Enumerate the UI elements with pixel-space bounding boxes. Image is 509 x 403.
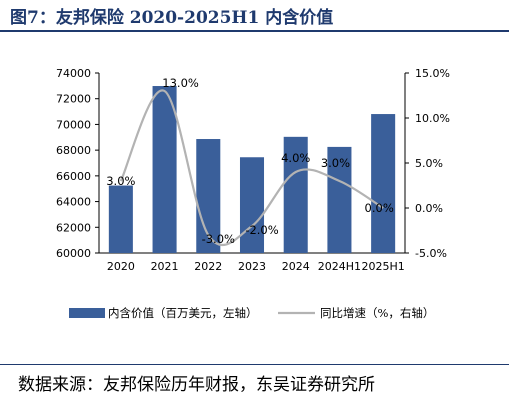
- source-note: 数据来源：友邦保险历年财报，东吴证券研究所: [18, 375, 375, 395]
- growth-data-label: -3.0%: [202, 232, 235, 246]
- legend-line-label: 同比增速（%，右轴）: [320, 306, 434, 320]
- left-tick-label: 60000: [56, 247, 91, 260]
- x-tick-label: 2023: [238, 260, 266, 273]
- bar-2023: [239, 157, 265, 253]
- left-tick-label: 70000: [56, 118, 91, 131]
- bar-2024: [283, 136, 308, 253]
- right-tick-label: 0.0%: [415, 202, 443, 215]
- right-tick-label: -5.0%: [415, 247, 447, 260]
- x-tick-label: 2024H1: [318, 260, 361, 273]
- legend-bar-label: 内含价值（百万美元，左轴）: [108, 306, 258, 320]
- right-tick-label: 15.0%: [415, 67, 450, 80]
- growth-data-label: 4.0%: [281, 151, 310, 165]
- chart: 60000 62000 64000 66000 68000 70000 72000 74000…: [56, 67, 450, 320]
- bar-2024h1: [327, 146, 352, 253]
- left-tick-label: 74000: [56, 67, 91, 80]
- left-tick-label: 66000: [56, 170, 91, 183]
- growth-data-label: 3.0%: [106, 174, 135, 188]
- title-divider: [0, 30, 509, 32]
- legend-bar-swatch: [69, 308, 105, 318]
- x-tick-label: 2025H1: [362, 260, 405, 273]
- left-tick-label: 72000: [56, 93, 91, 106]
- x-tick-label: 2022: [194, 260, 222, 273]
- right-tick-label: 10.0%: [415, 112, 450, 125]
- growth-data-label: 0.0%: [365, 201, 394, 215]
- growth-data-label: 13.0%: [162, 76, 199, 90]
- right-tick-label: 5.0%: [415, 157, 443, 170]
- source-divider: [0, 364, 509, 365]
- x-tick-label: 2021: [151, 260, 179, 273]
- left-tick-label: 64000: [56, 196, 91, 209]
- left-tick-label: 68000: [56, 144, 91, 157]
- bar-2021: [152, 86, 177, 253]
- growth-data-label: 3.0%: [321, 156, 350, 170]
- x-tick-label: 2020: [107, 260, 135, 273]
- figure-title: 图7：友邦保险 2020-2025H1 内含价值: [10, 8, 334, 28]
- left-tick-label: 62000: [56, 221, 91, 234]
- x-tick-label: 2024: [282, 260, 310, 273]
- growth-data-label: -2.0%: [245, 223, 278, 237]
- growth-line: [119, 89, 384, 247]
- bar-2025h1: [371, 114, 396, 253]
- bar-2020: [108, 185, 133, 253]
